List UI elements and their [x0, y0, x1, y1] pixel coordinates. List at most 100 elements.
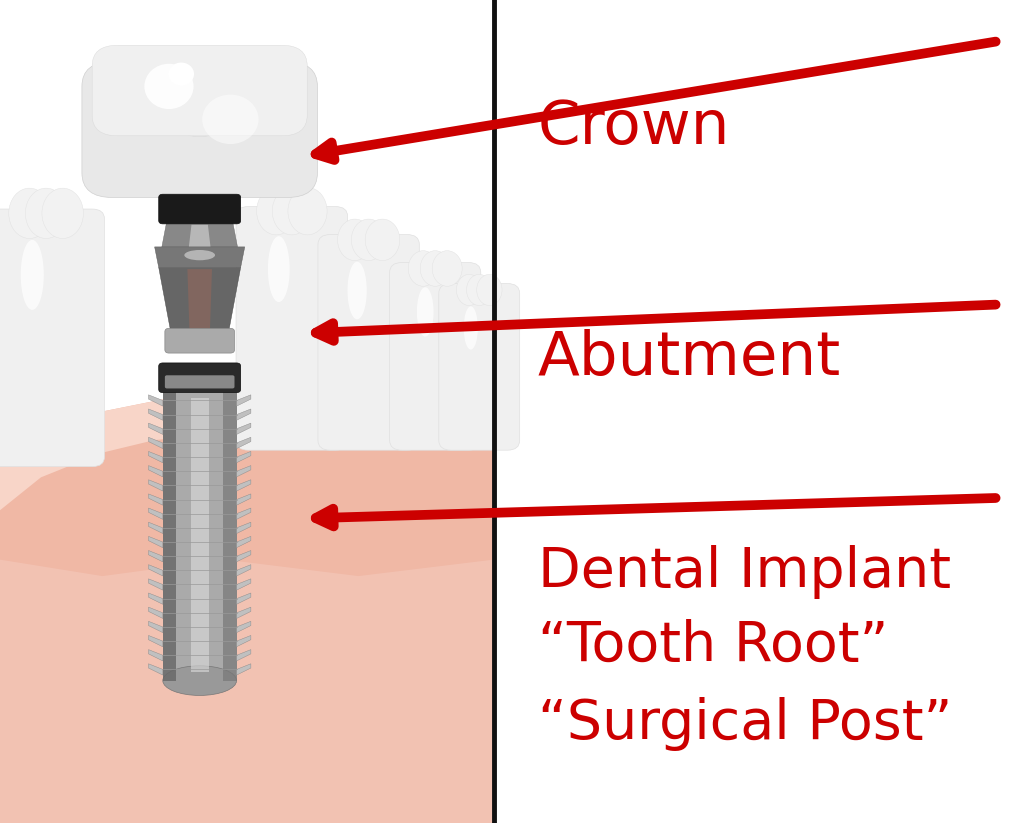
FancyBboxPatch shape [236, 207, 347, 450]
Polygon shape [148, 494, 163, 505]
Text: Dental Implant: Dental Implant [538, 545, 950, 599]
Ellipse shape [268, 236, 290, 302]
Polygon shape [148, 607, 163, 618]
Polygon shape [148, 621, 163, 633]
Polygon shape [237, 635, 251, 647]
Polygon shape [237, 664, 251, 675]
FancyBboxPatch shape [159, 194, 241, 224]
Polygon shape [237, 423, 251, 435]
Ellipse shape [213, 89, 279, 134]
Polygon shape [237, 466, 251, 477]
FancyBboxPatch shape [82, 62, 317, 198]
Polygon shape [148, 423, 163, 435]
FancyArrowPatch shape [315, 305, 995, 341]
Ellipse shape [121, 89, 187, 134]
Ellipse shape [163, 666, 237, 695]
Polygon shape [0, 395, 494, 510]
Polygon shape [148, 565, 163, 576]
Polygon shape [237, 649, 251, 661]
Polygon shape [148, 579, 163, 590]
Ellipse shape [257, 188, 296, 235]
Ellipse shape [409, 251, 438, 286]
Ellipse shape [338, 219, 372, 261]
Polygon shape [237, 395, 251, 406]
Ellipse shape [203, 95, 258, 144]
Polygon shape [237, 551, 251, 562]
Polygon shape [155, 247, 245, 267]
Bar [223, 389, 237, 681]
Ellipse shape [347, 262, 367, 319]
Text: Abutment: Abutment [538, 328, 841, 388]
FancyBboxPatch shape [165, 328, 234, 353]
FancyBboxPatch shape [0, 209, 104, 467]
Text: “Tooth Root”: “Tooth Root” [538, 619, 888, 673]
Ellipse shape [467, 274, 492, 305]
Ellipse shape [168, 63, 195, 86]
Polygon shape [237, 480, 251, 491]
FancyBboxPatch shape [92, 45, 307, 136]
Bar [163, 389, 176, 681]
Ellipse shape [144, 64, 194, 109]
Ellipse shape [432, 251, 462, 286]
Polygon shape [148, 480, 163, 491]
FancyBboxPatch shape [165, 375, 234, 388]
FancyArrowPatch shape [315, 42, 995, 160]
Polygon shape [237, 494, 251, 505]
FancyBboxPatch shape [438, 283, 519, 450]
Ellipse shape [417, 287, 433, 337]
Ellipse shape [366, 219, 399, 261]
Polygon shape [148, 537, 163, 547]
Polygon shape [0, 395, 494, 823]
Polygon shape [148, 649, 163, 661]
Polygon shape [187, 269, 212, 331]
Ellipse shape [164, 86, 236, 137]
Polygon shape [159, 267, 241, 333]
Polygon shape [148, 395, 163, 406]
Polygon shape [237, 537, 251, 547]
FancyArrowPatch shape [315, 498, 995, 527]
Polygon shape [237, 621, 251, 633]
Polygon shape [237, 437, 251, 449]
Text: “Surgical Post”: “Surgical Post” [538, 697, 952, 751]
Polygon shape [159, 221, 241, 263]
Ellipse shape [9, 188, 50, 239]
Bar [0, 0, 494, 823]
Ellipse shape [477, 274, 502, 305]
Ellipse shape [272, 188, 311, 235]
Ellipse shape [351, 219, 386, 261]
Polygon shape [148, 437, 163, 449]
Polygon shape [187, 225, 212, 259]
Polygon shape [237, 607, 251, 618]
Polygon shape [237, 565, 251, 576]
Ellipse shape [26, 188, 67, 239]
Polygon shape [148, 523, 163, 533]
Ellipse shape [20, 240, 44, 309]
FancyBboxPatch shape [317, 235, 420, 450]
Ellipse shape [288, 188, 327, 235]
FancyBboxPatch shape [389, 263, 480, 450]
Polygon shape [148, 551, 163, 562]
Polygon shape [237, 508, 251, 519]
Ellipse shape [457, 274, 481, 305]
Text: Crown: Crown [538, 98, 730, 157]
Polygon shape [148, 466, 163, 477]
FancyBboxPatch shape [159, 363, 241, 393]
Polygon shape [237, 593, 251, 604]
Polygon shape [148, 409, 163, 421]
Polygon shape [148, 508, 163, 519]
Polygon shape [237, 452, 251, 463]
FancyBboxPatch shape [144, 156, 255, 194]
Polygon shape [148, 664, 163, 675]
Polygon shape [148, 635, 163, 647]
Ellipse shape [184, 250, 215, 260]
Polygon shape [237, 579, 251, 590]
Ellipse shape [464, 306, 478, 350]
Polygon shape [237, 409, 251, 421]
Polygon shape [148, 452, 163, 463]
Bar [190, 398, 209, 672]
Bar [163, 389, 237, 681]
Ellipse shape [420, 251, 451, 286]
Polygon shape [0, 560, 494, 823]
Polygon shape [148, 593, 163, 604]
Ellipse shape [42, 188, 83, 239]
